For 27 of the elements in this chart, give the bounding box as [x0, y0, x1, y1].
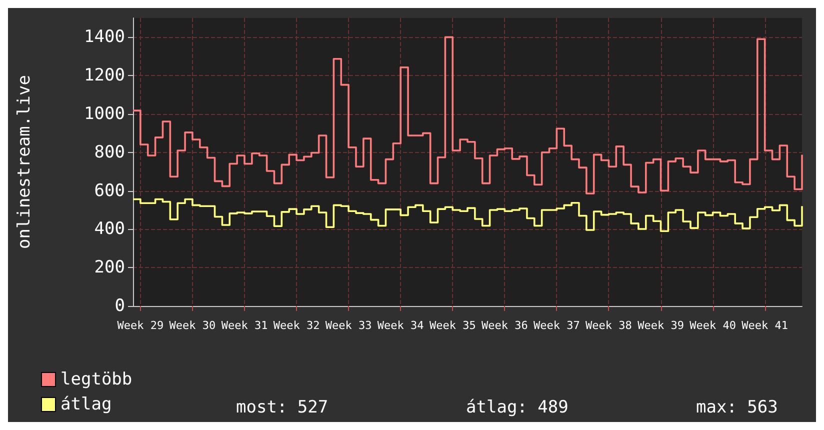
y-tick-label: 600 — [94, 180, 125, 201]
x-tick-label: Week 32 — [273, 319, 320, 332]
x-tick-label: Week 30 — [169, 319, 216, 332]
text: max: 563 — [696, 398, 778, 418]
y-tick-label: 1200 — [84, 66, 125, 86]
y-tick-label: 1400 — [84, 27, 125, 48]
x-tick-label: Week 36 — [481, 319, 528, 332]
x-tick-label: Week 41 — [742, 319, 788, 332]
x-tick-label: Week 38 — [586, 319, 632, 332]
y-tick-label: 0 — [114, 296, 125, 316]
x-tick-label: Week 34 — [377, 319, 424, 332]
y-tick-label: 400 — [94, 219, 125, 240]
x-tick-label: Week 29 — [117, 319, 164, 332]
x-tick-label: Week 37 — [534, 319, 580, 332]
x-tick-label: Week 39 — [638, 319, 684, 332]
y-tick-label: 800 — [94, 142, 125, 162]
text: átlag: 489 — [466, 398, 568, 418]
y-axis-title: onlinestream.live — [14, 75, 34, 249]
legend-label: átlag — [60, 394, 112, 414]
y-tick-label: 1000 — [84, 104, 125, 124]
x-tick-label: Week 33 — [325, 319, 372, 332]
x-tick-label: Week 40 — [690, 319, 736, 332]
x-tick-label: Week 35 — [429, 319, 476, 332]
legend-label: legtöbb — [60, 370, 132, 390]
x-tick-label: Week 31 — [221, 319, 268, 332]
y-tick-label: 200 — [94, 258, 125, 278]
text: most: 527 — [236, 398, 328, 418]
